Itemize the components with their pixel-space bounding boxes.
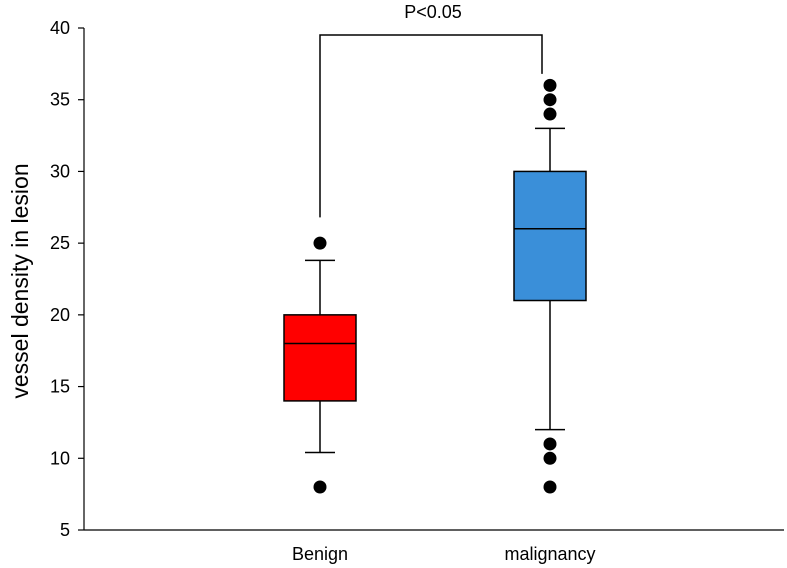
- y-tick-label: 25: [50, 233, 70, 253]
- significance-label: P<0.05: [404, 2, 462, 22]
- box-benign: [283, 236, 357, 494]
- y-tick-label: 30: [50, 161, 70, 181]
- box-body: [283, 314, 357, 402]
- outlier-point: [543, 78, 557, 92]
- x-tick-label: Benign: [292, 544, 348, 564]
- outlier-point: [543, 437, 557, 451]
- y-tick-label: 20: [50, 305, 70, 325]
- outlier-point: [313, 480, 327, 494]
- y-tick-label: 5: [60, 520, 70, 540]
- outlier-point: [543, 93, 557, 107]
- y-tick-label: 35: [50, 90, 70, 110]
- y-tick-label: 15: [50, 377, 70, 397]
- y-ticks: 5 10 15 20 25 30 35 40: [50, 18, 84, 540]
- y-axis-title: vessel density in lesion: [7, 163, 33, 398]
- box-malignancy: [513, 78, 587, 494]
- box-body: [513, 170, 587, 302]
- y-tick-label: 10: [50, 448, 70, 468]
- outlier-point: [543, 451, 557, 465]
- outlier-point: [543, 107, 557, 121]
- y-tick-label: 40: [50, 18, 70, 38]
- significance-bracket: [319, 34, 543, 218]
- x-ticks: Benign malignancy: [292, 544, 596, 564]
- boxes: [283, 78, 587, 494]
- outlier-point: [313, 236, 327, 250]
- significance-annotation: P<0.05: [319, 2, 543, 218]
- outlier-point: [543, 480, 557, 494]
- x-tick-label: malignancy: [504, 544, 595, 564]
- axes: [83, 28, 784, 531]
